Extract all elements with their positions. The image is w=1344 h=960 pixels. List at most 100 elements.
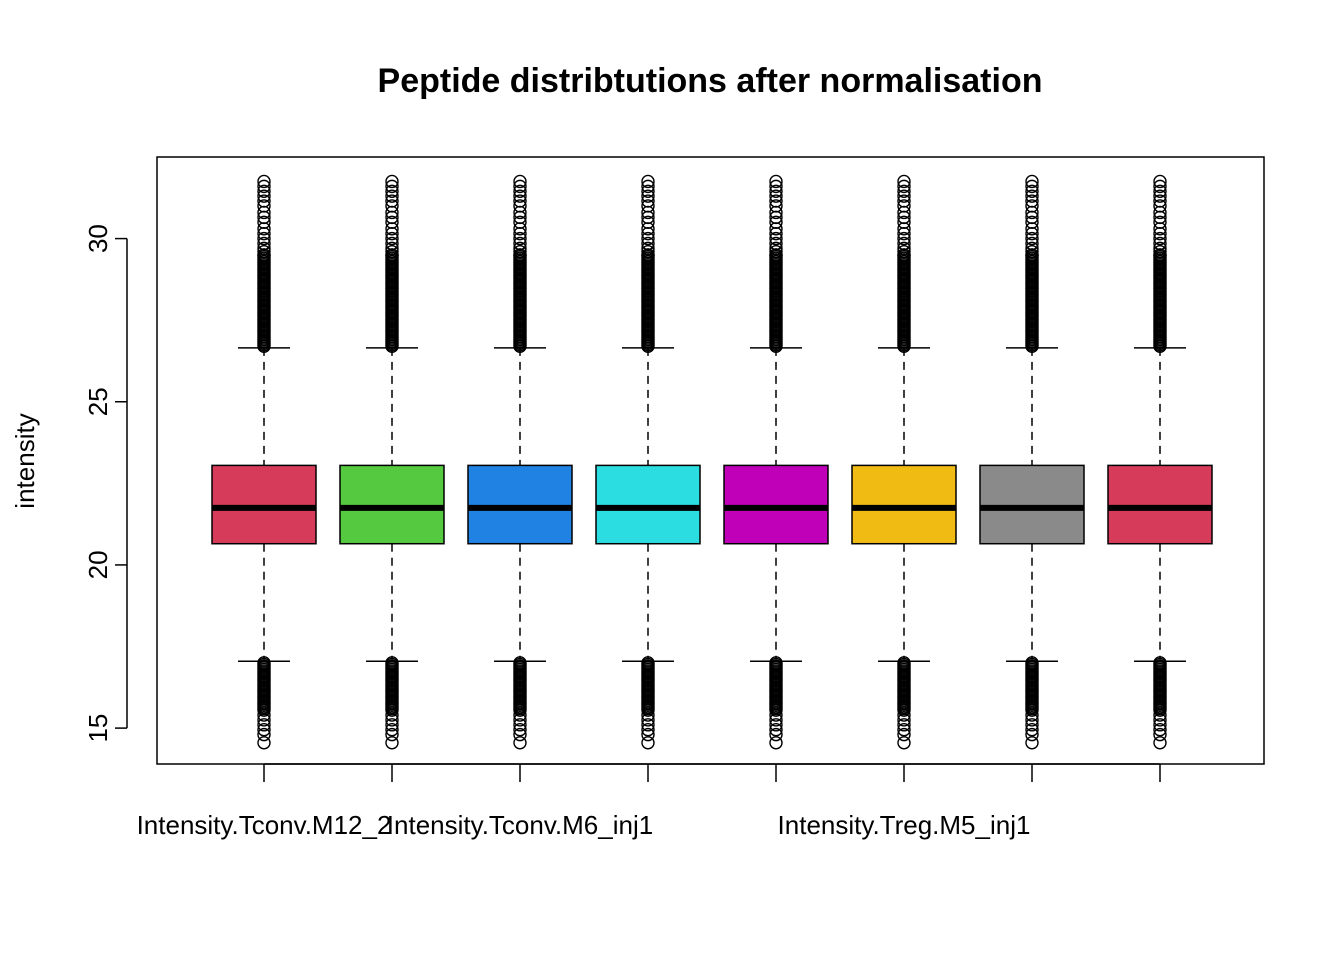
outlier-point (257, 226, 271, 241)
box-8 (1107, 174, 1213, 750)
outlier-point (641, 179, 655, 194)
outlier-point (385, 708, 399, 722)
outlier-point (897, 226, 911, 241)
outlier-point (1025, 222, 1039, 236)
outlier-point (641, 222, 655, 236)
outlier-point (513, 723, 527, 737)
outlier-point (385, 226, 399, 241)
outlier-point (769, 713, 783, 727)
outlier-point (897, 241, 911, 256)
outlier-point (1153, 205, 1167, 220)
outlier-point (897, 248, 911, 262)
chart-title: Peptide distribtutions after normalisati… (378, 62, 1043, 100)
outlier-point (257, 241, 271, 256)
outlier-point (769, 179, 783, 194)
outlier-point (513, 189, 527, 203)
box-body (211, 464, 317, 545)
outlier-point (641, 736, 655, 750)
box-6 (851, 174, 957, 750)
outlier-point (769, 205, 783, 220)
outlier-point (257, 231, 271, 246)
box-body (723, 464, 829, 545)
outlier-point (385, 189, 399, 203)
outlier-point (897, 231, 911, 246)
outlier-point (1025, 736, 1039, 750)
outlier-point (769, 222, 783, 236)
outlier-point (641, 226, 655, 241)
outlier-point (257, 184, 271, 198)
outlier-point (257, 708, 271, 722)
outlier-point (1153, 179, 1167, 194)
outlier-point (769, 708, 783, 722)
outlier-point (897, 189, 911, 203)
outlier-point (513, 248, 527, 262)
outlier-point (1025, 241, 1039, 256)
outlier-point (513, 184, 527, 198)
outlier-point (1153, 222, 1167, 236)
outlier-point (1025, 174, 1039, 189)
outlier-point (897, 723, 911, 737)
outlier-point (257, 174, 271, 189)
box-body (979, 464, 1085, 545)
outlier-point (385, 703, 399, 717)
outlier-point (769, 174, 783, 189)
outlier-point (513, 231, 527, 246)
box-body (467, 464, 573, 545)
outlier-point (513, 703, 527, 717)
outlier-point (513, 241, 527, 256)
x-tick-label: Intensity.Tconv.M12_2 (137, 810, 392, 840)
y-tick-label: 20 (83, 550, 113, 579)
outlier-point (385, 205, 399, 220)
outlier-point (385, 718, 399, 732)
outlier-point (513, 205, 527, 220)
outlier-point (257, 736, 271, 750)
box-4 (595, 174, 701, 750)
outlier-point (769, 248, 783, 262)
outlier-point (385, 179, 399, 194)
x-tick-label: Intensity.Tconv.M6_inj1 (387, 810, 653, 840)
outlier-point (1025, 231, 1039, 246)
outlier-point (1025, 179, 1039, 194)
outlier-point (641, 189, 655, 203)
outlier-point (1153, 231, 1167, 246)
outlier-point (257, 179, 271, 194)
outlier-point (1153, 703, 1167, 717)
box-body (1107, 464, 1213, 545)
outlier-point (513, 222, 527, 236)
box-7 (979, 174, 1085, 750)
outlier-point (897, 205, 911, 220)
outlier-point (641, 708, 655, 722)
outlier-point (1153, 713, 1167, 727)
y-axis-label: intensity (10, 413, 40, 508)
outlier-point (897, 727, 911, 742)
outlier-point (641, 184, 655, 198)
outlier-point (1025, 244, 1039, 259)
outlier-point (769, 727, 783, 742)
outlier-point (1025, 708, 1039, 722)
outlier-point (1153, 189, 1167, 203)
outlier-point (257, 723, 271, 737)
outlier-point (513, 179, 527, 194)
outlier-point (385, 713, 399, 727)
outlier-point (513, 718, 527, 732)
outlier-point (1025, 189, 1039, 203)
outlier-point (897, 222, 911, 236)
outlier-point (1153, 226, 1167, 241)
box-2 (339, 174, 445, 750)
outlier-point (1153, 184, 1167, 198)
outlier-point (513, 708, 527, 722)
outlier-point (513, 244, 527, 259)
box-body (339, 464, 445, 545)
outlier-point (769, 703, 783, 717)
outlier-point (513, 174, 527, 189)
outlier-point (1153, 723, 1167, 737)
plot-frame (156, 156, 1265, 765)
outlier-point (385, 241, 399, 256)
outlier-point (385, 727, 399, 742)
outlier-point (641, 703, 655, 717)
outlier-point (385, 248, 399, 262)
outlier-point (513, 226, 527, 241)
outlier-point (1025, 226, 1039, 241)
outlier-point (257, 727, 271, 742)
